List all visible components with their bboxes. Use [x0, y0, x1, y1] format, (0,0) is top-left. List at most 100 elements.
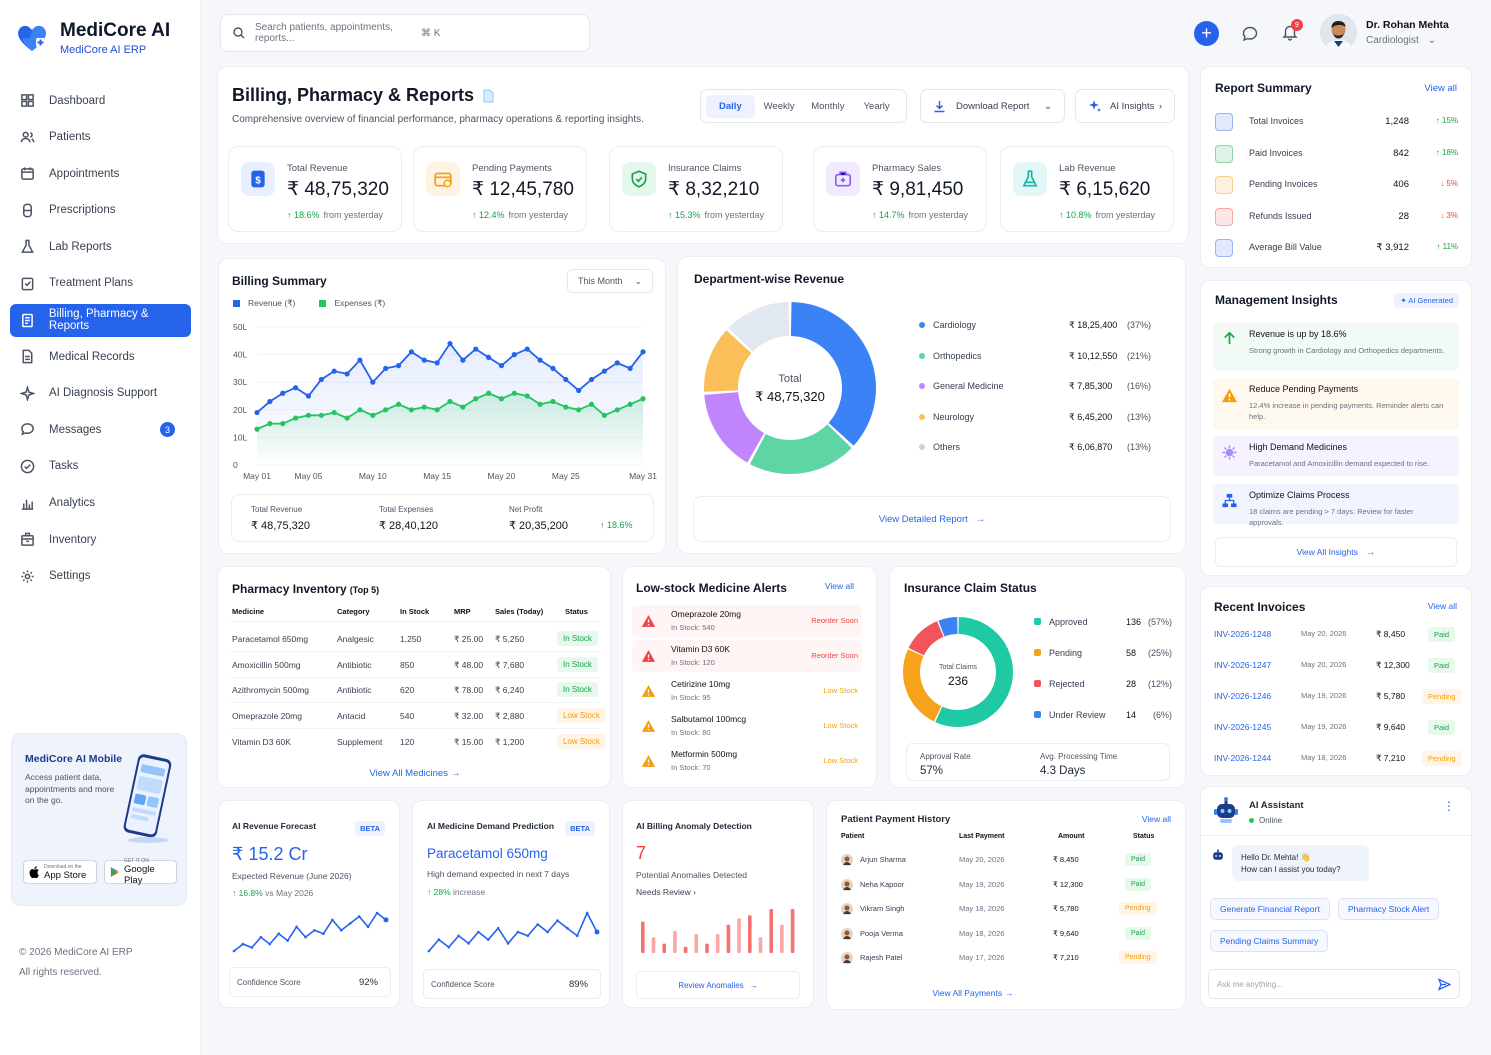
donut-slice-neurology[interactable]	[704, 330, 752, 392]
invoice-row[interactable]: INV-2026-1248 May 20, 2026 ₹ 8,450 Paid	[1214, 627, 1462, 645]
payment-row[interactable]: Arjun Sharma May 20, 2026 ₹ 8,450 Paid	[827, 853, 1187, 869]
invoice-id[interactable]: INV-2026-1244	[1214, 753, 1272, 763]
invoice-row[interactable]: INV-2026-1245 May 19, 2026 ₹ 9,640 Paid	[1214, 720, 1462, 738]
insight-item[interactable]: Reduce Pending Payments 12.4% increase in…	[1213, 378, 1459, 430]
data-point[interactable]	[576, 387, 582, 394]
data-point[interactable]	[588, 376, 595, 383]
view-all-insights-button[interactable]: View All Insights →	[1215, 537, 1457, 567]
data-point[interactable]	[486, 354, 492, 360]
table-row[interactable]: Azithromycin 500mg Antibiotic 620 ₹ 78.00 ₹ …	[218, 682, 612, 704]
anomaly-bar[interactable]	[737, 918, 741, 953]
data-point[interactable]	[318, 376, 324, 383]
data-point[interactable]	[293, 385, 299, 391]
insight-item[interactable]: High Demand Medicines Paracetamol and Amo…	[1213, 436, 1459, 476]
report-summary-row[interactable]: Pending Invoices 406 ↓ 5%	[1215, 174, 1460, 196]
data-point[interactable]	[395, 401, 402, 407]
more-options-icon[interactable]: ⋮	[1443, 799, 1455, 813]
dept-legend-item[interactable]: General Medicine ₹ 7,85,300 (16%)	[919, 380, 1151, 394]
anomaly-bar[interactable]	[715, 934, 720, 953]
tab-weekly[interactable]: Weekly	[763, 100, 795, 112]
dept-legend-item[interactable]: Orthopedics ₹ 10,12,550 (21%)	[919, 350, 1151, 364]
donut-slice-cardiology[interactable]	[790, 302, 876, 446]
data-point[interactable]	[601, 412, 607, 418]
kpi-card-lab-revenue[interactable]: Lab Revenue ₹ 6,15,620 ↑ 10.8% from yesterd…	[1000, 146, 1174, 232]
data-point[interactable]	[254, 409, 260, 416]
chip-claims-summary[interactable]: Pending Claims Summary	[1210, 930, 1329, 952]
anomaly-bar[interactable]	[673, 931, 677, 953]
anomaly-bar[interactable]	[748, 915, 752, 953]
donut-slice-approved[interactable]	[935, 617, 1013, 727]
data-point[interactable]	[460, 404, 466, 410]
invoice-row[interactable]: INV-2026-1246 May 19, 2026 ₹ 5,780 Pending	[1214, 689, 1462, 707]
tab-monthly[interactable]: Monthly	[811, 100, 845, 112]
anomaly-bar[interactable]	[641, 921, 645, 953]
data-point[interactable]	[421, 357, 427, 363]
data-point[interactable]	[524, 346, 530, 352]
anomaly-bar[interactable]	[694, 934, 699, 953]
kpi-card-insurance-claims[interactable]: Insurance Claims ₹ 8,32,210 ↑ 15.3% from ye…	[609, 146, 783, 232]
payment-row[interactable]: Neha Kapoor May 19, 2026 ₹ 12,300 Paid	[827, 877, 1187, 894]
insight-item[interactable]: Optimize Claims Process 18 claims are pen…	[1213, 484, 1459, 527]
lowstock-item[interactable]: Cetirizine 10mg In Stock: 95 Low Stock	[632, 675, 862, 707]
sidebar-item-billing-pharmacy-reports[interactable]: Billing, Pharmacy & Reports	[10, 303, 191, 337]
report-summary-row[interactable]: Total Invoices 1,248 ↑ 15%	[1215, 111, 1460, 133]
data-point[interactable]	[473, 396, 479, 402]
report-summary-row[interactable]: Average Bill Value ₹ 3,912 ↑ 11%	[1215, 237, 1460, 259]
data-point[interactable]	[331, 409, 337, 416]
donut-slice-rejected[interactable]	[908, 621, 944, 656]
invoice-row[interactable]: INV-2026-1247 May 20, 2026 ₹ 12,300 Paid	[1214, 658, 1462, 676]
data-point[interactable]	[537, 401, 543, 407]
data-point[interactable]	[473, 346, 479, 352]
data-point[interactable]	[293, 415, 299, 421]
user-menu[interactable]: Dr. Rohan Mehta Cardiologist ⌄	[1320, 14, 1449, 51]
data-point[interactable]	[383, 407, 389, 413]
claims-legend-item[interactable]: Under Review 14 (6%)	[1034, 709, 1172, 723]
sidebar-item-patients[interactable]: Patients	[10, 121, 191, 154]
data-point[interactable]	[305, 393, 312, 399]
data-point[interactable]	[614, 407, 620, 413]
sidebar-item-tasks[interactable]: Tasks	[10, 450, 191, 483]
lowstock-item[interactable]: Salbutamol 100mcg In Stock: 80 Low Stock	[632, 710, 862, 742]
data-point[interactable]	[601, 368, 607, 374]
data-point[interactable]	[588, 401, 595, 407]
data-point[interactable]	[344, 371, 350, 377]
data-point[interactable]	[280, 421, 286, 427]
invoices-view-all[interactable]: View all	[1427, 601, 1457, 611]
lowstock-item[interactable]: Metformin 500mg In Stock: 70 Low Stock	[632, 745, 862, 777]
sidebar-item-appointments[interactable]: Appointments	[10, 157, 191, 190]
search-input[interactable]: Search patients, appointments, reports..…	[255, 22, 393, 44]
data-point[interactable]	[267, 421, 273, 427]
data-point[interactable]	[370, 379, 376, 385]
data-point[interactable]	[498, 396, 505, 402]
lowstock-item[interactable]: Omeprazole 20mg In Stock: 540 Reorder Soon	[632, 605, 862, 637]
sidebar-item-messages[interactable]: Messages 3	[10, 413, 191, 446]
data-point[interactable]	[383, 365, 389, 371]
data-point[interactable]	[357, 407, 363, 413]
data-point[interactable]	[331, 368, 337, 374]
anomaly-bar[interactable]	[705, 943, 709, 953]
payments-view-all[interactable]: View all	[1141, 814, 1171, 824]
kpi-card-pharmacy-sales[interactable]: Pharmacy Sales ₹ 9,81,450 ↑ 14.7% from yest…	[813, 146, 987, 232]
anomaly-bar[interactable]	[758, 937, 763, 953]
report-summary-row[interactable]: Refunds Issued 28 ↓ 3%	[1215, 206, 1460, 228]
donut-slice-general-medicine[interactable]	[704, 392, 765, 463]
report-summary-row[interactable]: Paid Invoices 842 ↑ 18%	[1215, 143, 1460, 165]
table-row[interactable]: Paracetamol 650mg Analgesic 1,250 ₹ 25.00 ₹ …	[218, 631, 612, 652]
data-point[interactable]	[460, 357, 466, 363]
assistant-input[interactable]: Ask me anything...	[1208, 969, 1460, 999]
chip-stock-alert[interactable]: Pharmacy Stock Alert	[1338, 898, 1440, 920]
data-point[interactable]	[486, 390, 492, 396]
data-point[interactable]	[524, 393, 530, 399]
data-point[interactable]	[434, 360, 440, 366]
lowstock-view-all[interactable]: View all	[824, 581, 854, 591]
table-row[interactable]: Amoxicillin 500mg Antibiotic 850 ₹ 48.00 ₹ 7…	[218, 656, 612, 678]
data-point[interactable]	[408, 349, 414, 355]
data-point[interactable]	[627, 401, 633, 407]
donut-slice-under-review[interactable]	[938, 617, 958, 637]
kpi-card-pending-payments[interactable]: Pending Payments ₹ 12,45,780 ↑ 12.4% from y…	[413, 146, 587, 232]
lowstock-item[interactable]: Vitamin D3 60K In Stock: 120 Reorder Soon	[632, 640, 862, 672]
sidebar-item-lab-reports[interactable]: Lab Reports	[10, 230, 191, 263]
sidebar-item-treatment-plans[interactable]: Treatment Plans	[10, 267, 191, 300]
data-point[interactable]	[640, 349, 646, 355]
dept-legend-item[interactable]: Neurology ₹ 6,45,200 (13%)	[919, 411, 1151, 425]
